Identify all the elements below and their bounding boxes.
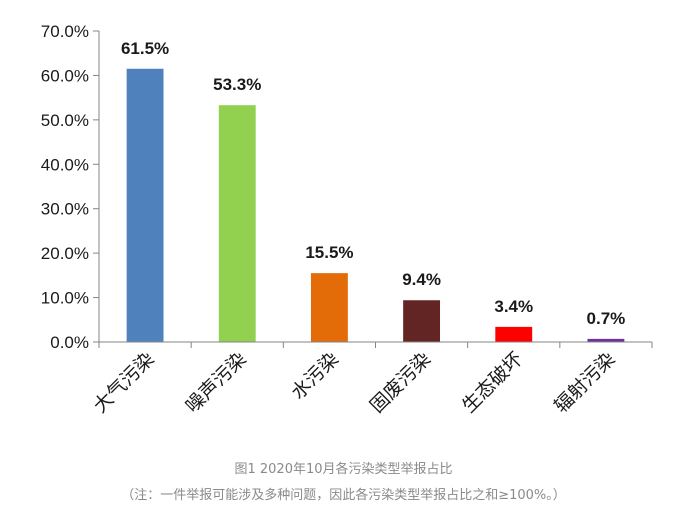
bars bbox=[126, 68, 625, 343]
bar bbox=[587, 338, 625, 342]
category-label: 水污染 bbox=[287, 348, 343, 404]
figure-note: （注：一件举报可能涉及多种问题，因此各污染类型举报占比之和≥100%。） bbox=[121, 488, 566, 503]
y-axis-ticks: 0.0% 10.0% 20.0% 30.0% 40.0% 50.0% 60.0% 70.0% bbox=[41, 22, 99, 352]
bar-value-label: 9.4% bbox=[402, 270, 441, 289]
y-tick-label: 40.0% bbox=[41, 155, 89, 174]
y-tick-label: 70.0% bbox=[41, 22, 89, 41]
y-tick-label: 20.0% bbox=[41, 244, 89, 263]
bar-value-label: 53.3% bbox=[213, 75, 261, 94]
bar bbox=[495, 326, 533, 342]
category-label: 大气污染 bbox=[89, 348, 158, 417]
figure-caption: 图1 2020年10月各污染类型举报占比 bbox=[234, 462, 453, 477]
bar bbox=[403, 300, 441, 342]
category-label: 辐射污染 bbox=[550, 348, 619, 417]
bar bbox=[310, 273, 348, 342]
category-label: 噪声污染 bbox=[181, 348, 250, 417]
y-tick-label: 50.0% bbox=[41, 111, 89, 130]
bar bbox=[126, 68, 164, 342]
y-tick-label: 10.0% bbox=[41, 289, 89, 308]
bar-value-label: 61.5% bbox=[121, 39, 169, 58]
axes bbox=[98, 31, 653, 348]
data-labels: 61.5% 53.3% 15.5% 9.4% 3.4% 0.7% bbox=[121, 39, 625, 328]
category-labels: 大气污染 噪声污染 水污染 固废污染 生态破坏 辐射污染 bbox=[89, 348, 619, 417]
category-label: 生态破坏 bbox=[458, 348, 527, 417]
bar-chart: 0.0%10.0%20.0%30.0%40.0%50.0%60.0%70.0% … bbox=[41, 22, 653, 417]
y-tick-label: 30.0% bbox=[41, 200, 89, 219]
bar-value-label: 15.5% bbox=[305, 243, 353, 262]
bar-value-label: 0.7% bbox=[587, 309, 626, 328]
bar bbox=[218, 105, 256, 343]
y-tick-label: 0.0% bbox=[50, 333, 89, 352]
y-tick-label: 60.0% bbox=[41, 66, 89, 85]
bar-value-label: 3.4% bbox=[494, 297, 533, 316]
category-label: 固废污染 bbox=[366, 348, 435, 417]
